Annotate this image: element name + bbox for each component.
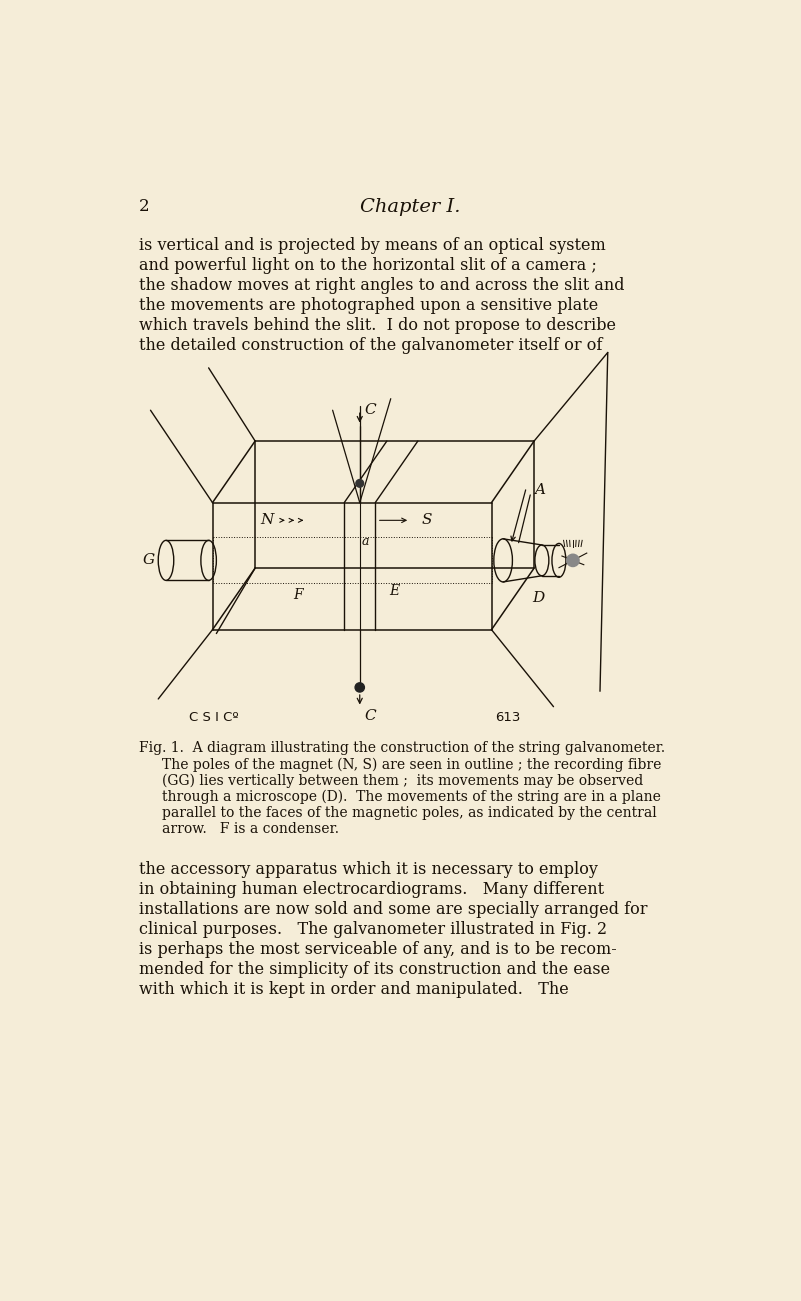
Text: (GG) lies vertically between them ;  its movements may be observed: (GG) lies vertically between them ; its … (162, 774, 643, 788)
Text: F: F (293, 588, 303, 602)
Text: the detailed construction of the galvanometer itself or of: the detailed construction of the galvano… (139, 337, 602, 354)
Text: through a microscope (D).  The movements of the string are in a plane: through a microscope (D). The movements … (162, 790, 661, 804)
Text: the accessory apparatus which it is necessary to employ: the accessory apparatus which it is nece… (139, 861, 598, 878)
Text: 2: 2 (139, 199, 150, 216)
Text: G: G (143, 553, 155, 567)
Text: the shadow moves at right angles to and across the slit and: the shadow moves at right angles to and … (139, 277, 624, 294)
Text: The poles of the magnet (N, S) are seen in outline ; the recording fibre: The poles of the magnet (N, S) are seen … (162, 757, 662, 771)
Text: arrow.   F is a condenser.: arrow. F is a condenser. (162, 822, 339, 837)
Text: C S I Cº: C S I Cº (189, 710, 239, 723)
Text: Fig. 1.  A diagram illustrating the construction of the string galvanometer.: Fig. 1. A diagram illustrating the const… (139, 742, 665, 756)
Text: which travels behind the slit.  I do not propose to describe: which travels behind the slit. I do not … (139, 317, 616, 334)
Text: clinical purposes.   The galvanometer illustrated in Fig. 2: clinical purposes. The galvanometer illu… (139, 921, 607, 938)
Text: parallel to the faces of the magnetic poles, as indicated by the central: parallel to the faces of the magnetic po… (162, 807, 657, 820)
Text: D: D (532, 591, 544, 605)
Text: mended for the simplicity of its construction and the ease: mended for the simplicity of its constru… (139, 960, 610, 978)
Text: E: E (389, 584, 400, 598)
Text: A: A (534, 484, 545, 497)
Text: installations are now sold and some are specially arranged for: installations are now sold and some are … (139, 900, 647, 917)
Text: is vertical and is projected by means of an optical system: is vertical and is projected by means of… (139, 237, 606, 254)
Text: S: S (422, 514, 433, 527)
Text: N: N (260, 514, 273, 527)
Ellipse shape (552, 544, 566, 578)
Ellipse shape (494, 539, 513, 582)
Circle shape (356, 480, 364, 487)
Circle shape (566, 554, 579, 566)
Text: is perhaps the most serviceable of any, and is to be recom-: is perhaps the most serviceable of any, … (139, 941, 617, 958)
Text: and powerful light on to the horizontal slit of a camera ;: and powerful light on to the horizontal … (139, 258, 597, 275)
Text: in obtaining human electrocardiograms.   Many different: in obtaining human electrocardiograms. M… (139, 881, 604, 898)
Text: a: a (362, 535, 369, 548)
Ellipse shape (535, 545, 549, 576)
Text: C: C (364, 709, 376, 723)
Text: Chapter I.: Chapter I. (360, 199, 461, 216)
Text: with which it is kept in order and manipulated.   The: with which it is kept in order and manip… (139, 981, 569, 998)
Text: the movements are photographed upon a sensitive plate: the movements are photographed upon a se… (139, 297, 598, 314)
Text: 613: 613 (495, 710, 521, 723)
Text: C: C (364, 402, 376, 416)
Circle shape (355, 683, 364, 692)
